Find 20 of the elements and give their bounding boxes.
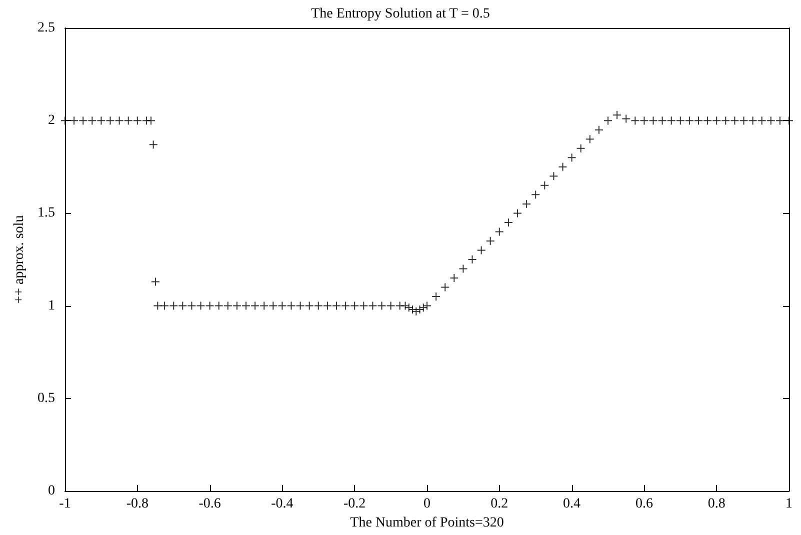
y-tick-label: 2 <box>48 113 55 128</box>
x-tick-label: 0.2 <box>490 496 508 512</box>
y-tick-label: 0.5 <box>38 390 55 406</box>
y-tick-label: 0 <box>48 484 55 498</box>
y-tick-label: 1 <box>48 298 55 314</box>
x-tick-label: 0 <box>424 496 430 512</box>
chart-title: The Entropy Solution at T = 0.5 <box>311 6 490 22</box>
x-tick-label: 1 <box>786 496 792 512</box>
y-axis-title: ++ approx. solu <box>12 215 28 304</box>
x-tick-label: -1 <box>59 496 71 512</box>
y-tick-label: 1.5 <box>38 206 55 221</box>
y-tick-label: 2.5 <box>38 20 55 36</box>
x-tick-label: 0.8 <box>708 496 726 512</box>
x-axis-title: The Number of Points=320 <box>350 515 504 530</box>
x-tick-label: -0.6 <box>198 496 221 512</box>
x-tick-label: 0.4 <box>563 496 581 512</box>
x-tick-label: -0.4 <box>271 496 294 512</box>
x-tick-label: -0.8 <box>126 496 148 512</box>
x-tick-label: -0.2 <box>344 496 366 512</box>
x-tick-label: 0.6 <box>635 496 653 512</box>
